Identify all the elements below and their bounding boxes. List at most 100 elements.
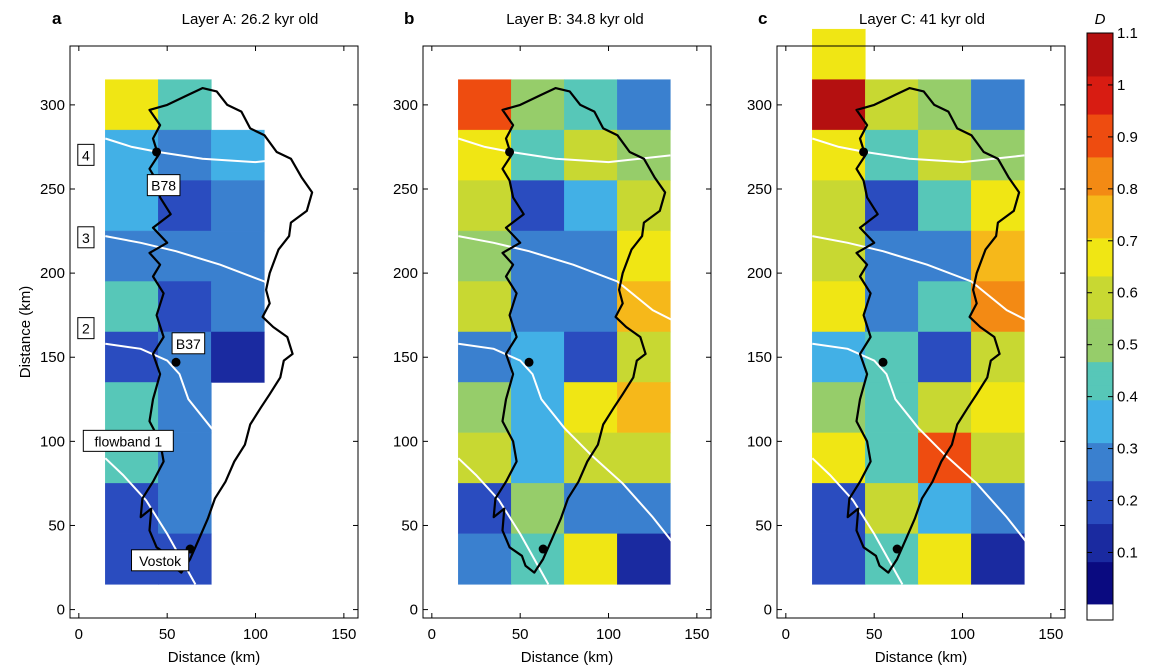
panel-a-ylabel: Distance (km) bbox=[17, 286, 34, 379]
colorbar-segment bbox=[1087, 33, 1113, 39]
heatmap-cell bbox=[158, 483, 212, 535]
colorbar-segment bbox=[1087, 480, 1113, 486]
annotation-text: flowband 1 bbox=[94, 433, 162, 449]
flowline bbox=[104, 137, 318, 164]
colorbar-segment bbox=[1087, 52, 1113, 58]
colorbar-segment bbox=[1087, 328, 1113, 334]
colorbar-segment bbox=[1087, 113, 1113, 120]
colorbar-segment bbox=[1087, 252, 1113, 258]
heatmap-cell bbox=[812, 382, 866, 434]
colorbar-segment bbox=[1087, 394, 1113, 401]
panel-c-title: Layer C: 41 kyr old bbox=[859, 11, 985, 28]
heatmap-cell bbox=[458, 382, 512, 434]
colorbar-segment bbox=[1087, 590, 1113, 596]
y-tick-label: 50 bbox=[401, 517, 418, 534]
heatmap-cell bbox=[812, 230, 866, 282]
colorbar-segment bbox=[1087, 223, 1113, 229]
colorbar-segment bbox=[1087, 204, 1113, 210]
colorbar-segment bbox=[1087, 47, 1113, 53]
colorbar-segment bbox=[1087, 352, 1113, 358]
colorbar-tick-label: 0.4 bbox=[1117, 389, 1138, 406]
colorbar-segment bbox=[1087, 599, 1113, 606]
colorbar-segment bbox=[1087, 156, 1113, 163]
colorbar-tick-label: 0.6 bbox=[1117, 285, 1138, 302]
heatmap-cell bbox=[971, 281, 1025, 333]
colorbar-segment bbox=[1087, 361, 1113, 367]
colorbar-segment bbox=[1087, 518, 1113, 525]
x-tick-label: 0 bbox=[75, 626, 83, 643]
colorbar-segment bbox=[1087, 94, 1113, 101]
colorbar-segment bbox=[1087, 418, 1113, 425]
colorbar-tick-label: 1.1 bbox=[1117, 25, 1138, 42]
colorbar-segment bbox=[1087, 475, 1113, 482]
colorbar-segment bbox=[1087, 528, 1113, 534]
colorbar-segment bbox=[1087, 42, 1113, 48]
panel-c-frame bbox=[776, 45, 1066, 619]
colorbar-segment bbox=[1087, 499, 1113, 506]
heatmap-cell bbox=[211, 180, 265, 232]
colorbar-segment bbox=[1087, 571, 1113, 577]
colorbar-segment bbox=[1087, 85, 1113, 91]
colorbar-segment bbox=[1087, 523, 1113, 529]
heatmap-cell bbox=[458, 180, 512, 232]
heatmap-cell bbox=[458, 533, 512, 585]
y-tick-label: 200 bbox=[40, 265, 65, 282]
colorbar-segment bbox=[1087, 213, 1113, 220]
colorbar-segment bbox=[1087, 99, 1113, 106]
borehole-marker bbox=[878, 357, 888, 367]
colorbar-segment bbox=[1087, 385, 1113, 391]
heatmap-cell bbox=[211, 281, 265, 333]
colorbar-segment bbox=[1087, 390, 1113, 396]
y-tick-label: 0 bbox=[764, 602, 772, 619]
heatmap-cell bbox=[511, 483, 565, 535]
colorbar-segment bbox=[1087, 437, 1113, 444]
panel-a-xlabel: Distance (km) bbox=[168, 649, 261, 666]
heatmap-cell bbox=[617, 432, 671, 484]
annotation-box bbox=[82, 429, 174, 452]
heatmap-cell bbox=[918, 230, 972, 282]
colorbar-segment bbox=[1087, 452, 1113, 458]
heatmap-cell bbox=[511, 281, 565, 333]
colorbar-segment bbox=[1087, 271, 1113, 277]
colorbar-segment bbox=[1087, 375, 1113, 382]
borehole-marker bbox=[171, 357, 181, 367]
borehole-marker bbox=[859, 147, 869, 157]
colorbar-segment bbox=[1087, 371, 1113, 377]
x-tick-label: 100 bbox=[596, 626, 621, 643]
panel-c-overlay bbox=[811, 87, 1034, 585]
colorbar-segment bbox=[1087, 228, 1113, 234]
heatmap-cell bbox=[458, 331, 512, 383]
x-tick-label: 150 bbox=[684, 626, 709, 643]
colorbar-segment bbox=[1087, 494, 1113, 501]
annotation-label: 4 bbox=[77, 143, 95, 166]
heatmap-cell bbox=[812, 331, 866, 383]
colorbar-segment bbox=[1087, 152, 1113, 158]
y-tick-label: 300 bbox=[393, 97, 418, 114]
annotation-box bbox=[131, 549, 190, 572]
colorbar-tick-label: 0.3 bbox=[1117, 441, 1138, 458]
colorbar-segment bbox=[1087, 180, 1113, 186]
borehole-marker bbox=[152, 147, 162, 157]
colorbar-segment bbox=[1087, 256, 1113, 263]
heatmap-cell bbox=[812, 129, 866, 181]
y-tick-label: 250 bbox=[40, 181, 65, 198]
panel-letter-b: b bbox=[404, 9, 414, 28]
colorbar-segment bbox=[1087, 532, 1113, 539]
heatmap-cell bbox=[865, 331, 919, 383]
y-tick-label: 200 bbox=[747, 265, 772, 282]
heatmap-cell bbox=[865, 281, 919, 333]
heatmap-cell bbox=[211, 230, 265, 282]
heatmap-cell bbox=[564, 331, 618, 383]
heatmap-cell bbox=[971, 129, 1025, 181]
annotation-text: 2 bbox=[82, 321, 90, 337]
heatmap-cell bbox=[865, 432, 919, 484]
heatmap-cell bbox=[971, 331, 1025, 383]
heatmap-cell bbox=[812, 28, 866, 80]
heatmap-cell bbox=[458, 281, 512, 333]
y-tick-label: 200 bbox=[393, 265, 418, 282]
annotation-label: 3 bbox=[77, 226, 95, 249]
colorbar-segment bbox=[1087, 75, 1113, 82]
annotation-label: flowband 1 bbox=[82, 429, 174, 452]
annotation-text: 4 bbox=[82, 147, 90, 163]
colorbar-segment bbox=[1087, 513, 1113, 520]
